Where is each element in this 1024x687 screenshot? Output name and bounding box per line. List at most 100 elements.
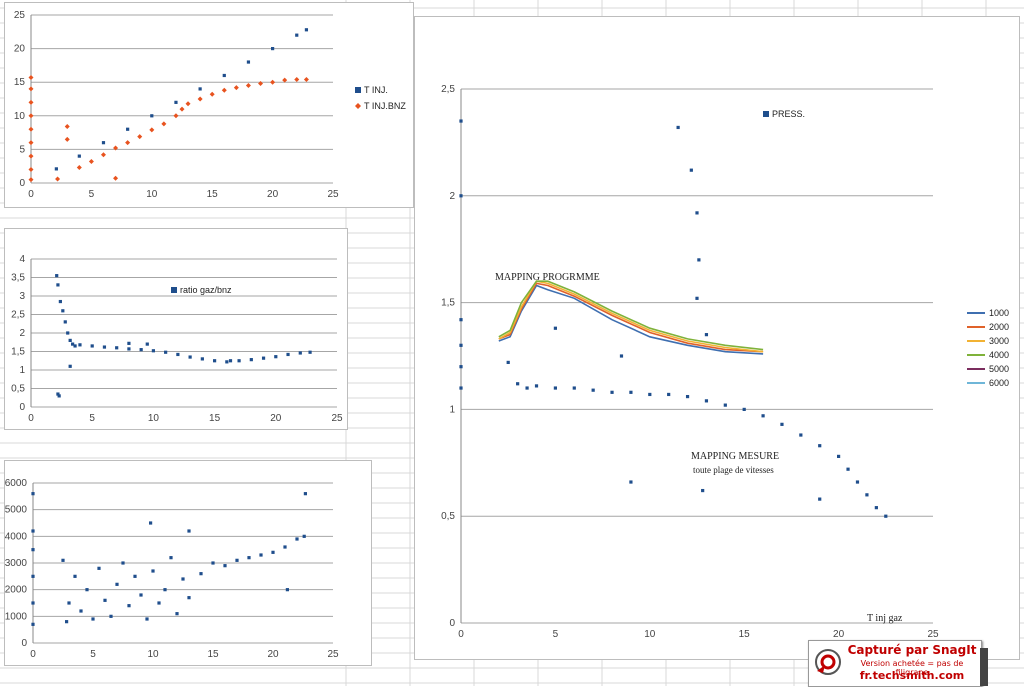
y-tick-label: 0 xyxy=(21,638,27,649)
data-point xyxy=(31,601,35,605)
data-point xyxy=(459,386,463,390)
data-point xyxy=(223,564,227,568)
data-point xyxy=(259,553,263,557)
data-point xyxy=(77,154,81,158)
data-point xyxy=(31,622,35,626)
annotation-mapping-mesure: MAPPING MESURE xyxy=(691,451,779,462)
x-tick-label: 25 xyxy=(331,413,343,424)
y-tick-label: 1,5 xyxy=(441,298,455,309)
y-tick-label: 2,5 xyxy=(441,84,455,95)
data-point xyxy=(197,96,203,102)
x-tick-label: 15 xyxy=(207,649,219,660)
data-point xyxy=(187,529,191,533)
x-tick-label: 25 xyxy=(927,629,939,640)
data-point xyxy=(209,91,215,97)
legend-marker xyxy=(763,111,769,117)
data-point xyxy=(610,390,614,394)
data-point xyxy=(200,357,204,361)
annotation-plage-vitesses: toute plage de vitesses xyxy=(693,465,774,475)
data-point xyxy=(127,347,131,351)
x-tick-label: 5 xyxy=(553,629,559,640)
y-tick-label: 0,5 xyxy=(441,511,455,522)
data-point xyxy=(149,521,153,525)
data-point xyxy=(28,126,34,132)
data-point xyxy=(126,127,130,131)
data-point xyxy=(837,454,841,458)
data-point xyxy=(150,114,154,118)
y-tick-label: 0 xyxy=(449,618,455,629)
data-point xyxy=(71,342,75,346)
data-point xyxy=(113,145,119,151)
data-point xyxy=(90,344,94,348)
data-point xyxy=(139,348,143,352)
data-point xyxy=(28,99,34,105)
data-point xyxy=(211,561,215,565)
data-point xyxy=(68,338,72,342)
data-point xyxy=(459,119,463,123)
data-point xyxy=(237,359,241,363)
data-point xyxy=(295,33,299,37)
data-point xyxy=(67,601,71,605)
data-point xyxy=(553,326,557,330)
y-tick-label: 25 xyxy=(14,10,26,21)
data-point xyxy=(79,609,83,613)
data-point xyxy=(271,47,275,51)
x-tick-label: 20 xyxy=(267,649,279,660)
data-point xyxy=(151,569,155,573)
data-point xyxy=(157,601,161,605)
data-point xyxy=(78,343,82,347)
data-point xyxy=(233,85,239,91)
data-point xyxy=(151,349,155,353)
watermark-title: Capturé par SnagIt xyxy=(847,643,977,657)
data-point xyxy=(258,81,264,87)
y-tick-label: 15 xyxy=(14,77,26,88)
data-point xyxy=(127,604,131,608)
data-point xyxy=(525,386,529,390)
data-point xyxy=(534,384,539,388)
data-point xyxy=(304,28,309,32)
data-point xyxy=(28,167,34,173)
data-point xyxy=(127,341,131,345)
data-point xyxy=(780,422,784,426)
data-point xyxy=(61,309,65,313)
data-point xyxy=(247,556,251,560)
legend-label: 3000 xyxy=(989,336,1009,346)
data-point xyxy=(31,529,35,533)
data-point xyxy=(102,345,107,349)
data-point xyxy=(249,358,253,362)
data-point xyxy=(572,386,576,390)
series-line-3000 xyxy=(498,280,764,353)
data-point xyxy=(761,414,765,418)
data-point xyxy=(591,388,595,392)
chart-press-mapping: 0 0,5 1 1,5 2 2,5 0 5 10 15 20 25 1000 2000 3000 4000 50… xyxy=(414,16,1020,660)
y-tick-label: 1000 xyxy=(5,611,27,622)
data-point xyxy=(55,176,61,182)
data-point xyxy=(619,354,624,358)
legend-marker xyxy=(171,287,177,293)
data-point xyxy=(185,101,191,107)
legend-marker xyxy=(355,103,361,109)
y-tick-label: 1 xyxy=(19,365,25,376)
data-point xyxy=(865,493,869,497)
data-point xyxy=(274,355,278,359)
data-point xyxy=(506,360,510,365)
data-point xyxy=(874,506,878,510)
chart-t-inj: 0 5 10 15 20 25 0 5 10 15 20 25 T INJ. T INJ.BNZ xyxy=(4,2,414,208)
y-tick-label: 1 xyxy=(449,404,455,415)
data-point xyxy=(629,480,633,484)
data-point xyxy=(459,318,463,322)
data-point xyxy=(121,561,125,565)
data-point xyxy=(97,566,101,570)
data-point xyxy=(286,352,290,357)
data-point xyxy=(221,87,227,93)
data-point xyxy=(723,403,727,407)
data-point xyxy=(222,73,226,78)
data-point xyxy=(115,582,119,586)
data-point xyxy=(648,392,652,397)
chart2-svg: 0 0,5 1 1,5 2 2,5 3 3,5 4 0 5 10 15 20 25 ratio gaz/bnz xyxy=(11,254,343,424)
data-point xyxy=(261,356,266,360)
data-point xyxy=(139,593,143,597)
y-tick-label: 20 xyxy=(14,44,26,55)
x-tick-label: 25 xyxy=(327,649,339,660)
data-point xyxy=(308,350,312,354)
